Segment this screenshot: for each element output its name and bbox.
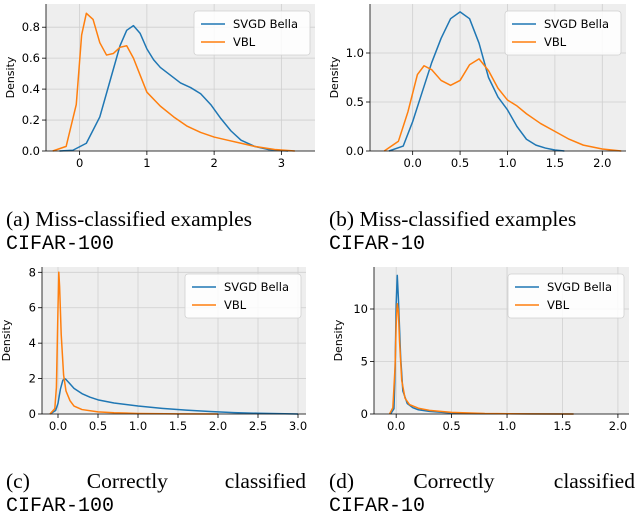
caption-b: (b) Miss-classified examples CIFAR-10 xyxy=(329,206,639,258)
chart-a: 0 1 2 3 0.0 0.2 0.4 0.6 0.8 Density SVGD Bella VBL xyxy=(4,4,315,170)
caption-d-label: (d) xyxy=(329,469,355,493)
legend-box-a xyxy=(193,10,311,56)
chart-d: 0.0 0.5 1.0 1.5 2.0 0 5 10 Density SVGD Bella VBL xyxy=(332,267,629,433)
caption-a-dataset: CIFAR-100 xyxy=(6,233,115,256)
caption-c-word1: Correctly xyxy=(86,469,168,493)
x-tick-label-d-4: 2.0 xyxy=(609,419,627,433)
legend-b: SVGD Bella VBL xyxy=(504,10,622,56)
x-tick-label-c-2: 1.0 xyxy=(129,419,147,433)
caption-d-word1: Correctly xyxy=(413,469,495,493)
x-tick-label-d-1: 0.5 xyxy=(442,419,460,433)
y-axis-label-c: Density xyxy=(0,319,13,361)
x-tick-label-a-1: 1 xyxy=(143,156,150,170)
x-tick-label-b-3: 1.5 xyxy=(546,156,564,170)
legend-d: SVGD Bella VBL xyxy=(507,273,625,319)
x-tick-label-d-3: 1.5 xyxy=(553,419,571,433)
y-tick-label-b-0: 0.0 xyxy=(346,144,364,158)
legend-label-a-0: SVGD Bella xyxy=(233,17,298,31)
y-tick-label-a-1: 0.2 xyxy=(22,113,40,127)
legend-label-b-1: VBL xyxy=(544,35,567,49)
caption-a: (a) Miss-classified examples CIFAR-100 xyxy=(6,206,316,258)
x-tick-label-b-4: 2.0 xyxy=(593,156,611,170)
legend-label-c-1: VBL xyxy=(224,298,247,312)
y-tick-label-d-0: 0 xyxy=(361,407,368,421)
x-tick-label-c-6: 3.0 xyxy=(289,419,307,433)
y-tick-label-a-4: 0.8 xyxy=(22,20,40,34)
y-tick-label-d-1: 5 xyxy=(361,355,368,369)
y-tick-label-a-0: 0.0 xyxy=(22,144,40,158)
legend-box-c xyxy=(184,273,302,319)
series-line-c-svgd-bella xyxy=(49,377,299,415)
x-tick-label-c-4: 2.0 xyxy=(209,419,227,433)
legend-box-d xyxy=(507,273,625,319)
x-tick-label-d-0: 0.0 xyxy=(387,419,405,433)
legend-box-b xyxy=(504,10,622,56)
series-line-a-vbl xyxy=(52,12,295,152)
legend-label-c-0: SVGD Bella xyxy=(224,280,289,294)
y-tick-label-b-2: 1.0 xyxy=(346,46,364,60)
chart-c: 0.0 0.5 1.0 1.5 2.0 2.5 3.0 0 2 4 6 8 Density SVGD Be… xyxy=(0,265,307,433)
legend-label-a-1: VBL xyxy=(233,35,256,49)
x-tick-label-a-0: 0 xyxy=(76,156,83,170)
series-line-b-svgd-bella xyxy=(388,11,565,152)
series-line-b-vbl xyxy=(383,58,622,152)
caption-c: (c) Correctly classified CIFAR-100 xyxy=(6,468,306,520)
series-line-c-vbl xyxy=(49,271,219,415)
caption-d-word2: classified xyxy=(553,469,635,493)
caption-c-dataset: CIFAR-100 xyxy=(6,495,115,518)
x-tick-label-d-2: 1.0 xyxy=(498,419,516,433)
y-tick-label-c-0: 0 xyxy=(29,407,36,421)
caption-b-dataset: CIFAR-10 xyxy=(329,233,426,256)
series-line-d-vbl xyxy=(388,303,574,415)
legend-label-d-1: VBL xyxy=(547,298,570,312)
x-tick-label-c-0: 0.0 xyxy=(49,419,67,433)
x-tick-label-a-3: 3 xyxy=(278,156,285,170)
x-tick-label-b-2: 1.0 xyxy=(498,156,516,170)
y-tick-label-c-1: 2 xyxy=(29,372,36,386)
series-line-a-svgd-bella xyxy=(59,24,289,152)
legend-label-d-0: SVGD Bella xyxy=(547,280,612,294)
x-tick-label-c-5: 2.5 xyxy=(249,419,267,433)
caption-d: (d) Correctly classified CIFAR-10 xyxy=(329,468,635,520)
y-axis-label-d: Density xyxy=(332,319,345,361)
x-tick-label-c-1: 0.5 xyxy=(89,419,107,433)
y-tick-label-a-3: 0.6 xyxy=(22,51,40,65)
y-tick-label-c-3: 6 xyxy=(29,301,36,315)
x-tick-label-a-2: 2 xyxy=(210,156,217,170)
legend-a: SVGD Bella VBL xyxy=(193,10,311,56)
legend-label-b-0: SVGD Bella xyxy=(544,17,609,31)
y-tick-label-b-1: 0.5 xyxy=(346,95,364,109)
y-axis-label-a: Density xyxy=(4,56,17,98)
chart-b: 0.0 0.5 1.0 1.5 2.0 0.0 0.5 1.0 Density SVGD Bell… xyxy=(328,4,626,170)
legend-c: SVGD Bella VBL xyxy=(184,273,302,319)
x-tick-label-b-0: 0.0 xyxy=(404,156,422,170)
caption-a-text: Miss-classified examples xyxy=(35,207,252,231)
caption-c-word2: classified xyxy=(224,469,306,493)
caption-b-label: (b) xyxy=(329,207,355,231)
caption-a-label: (a) xyxy=(6,207,30,231)
x-tick-label-b-1: 0.5 xyxy=(451,156,469,170)
y-tick-label-c-2: 4 xyxy=(29,336,36,350)
y-tick-label-a-2: 0.4 xyxy=(22,82,40,96)
caption-c-label: (c) xyxy=(6,469,30,493)
y-tick-label-d-2: 10 xyxy=(353,302,368,316)
caption-b-text: Miss-classified examples xyxy=(359,207,577,231)
y-tick-label-c-4: 8 xyxy=(29,265,36,279)
caption-d-dataset: CIFAR-10 xyxy=(329,495,426,518)
y-axis-label-b: Density xyxy=(328,56,341,98)
x-tick-label-c-3: 1.5 xyxy=(169,419,187,433)
